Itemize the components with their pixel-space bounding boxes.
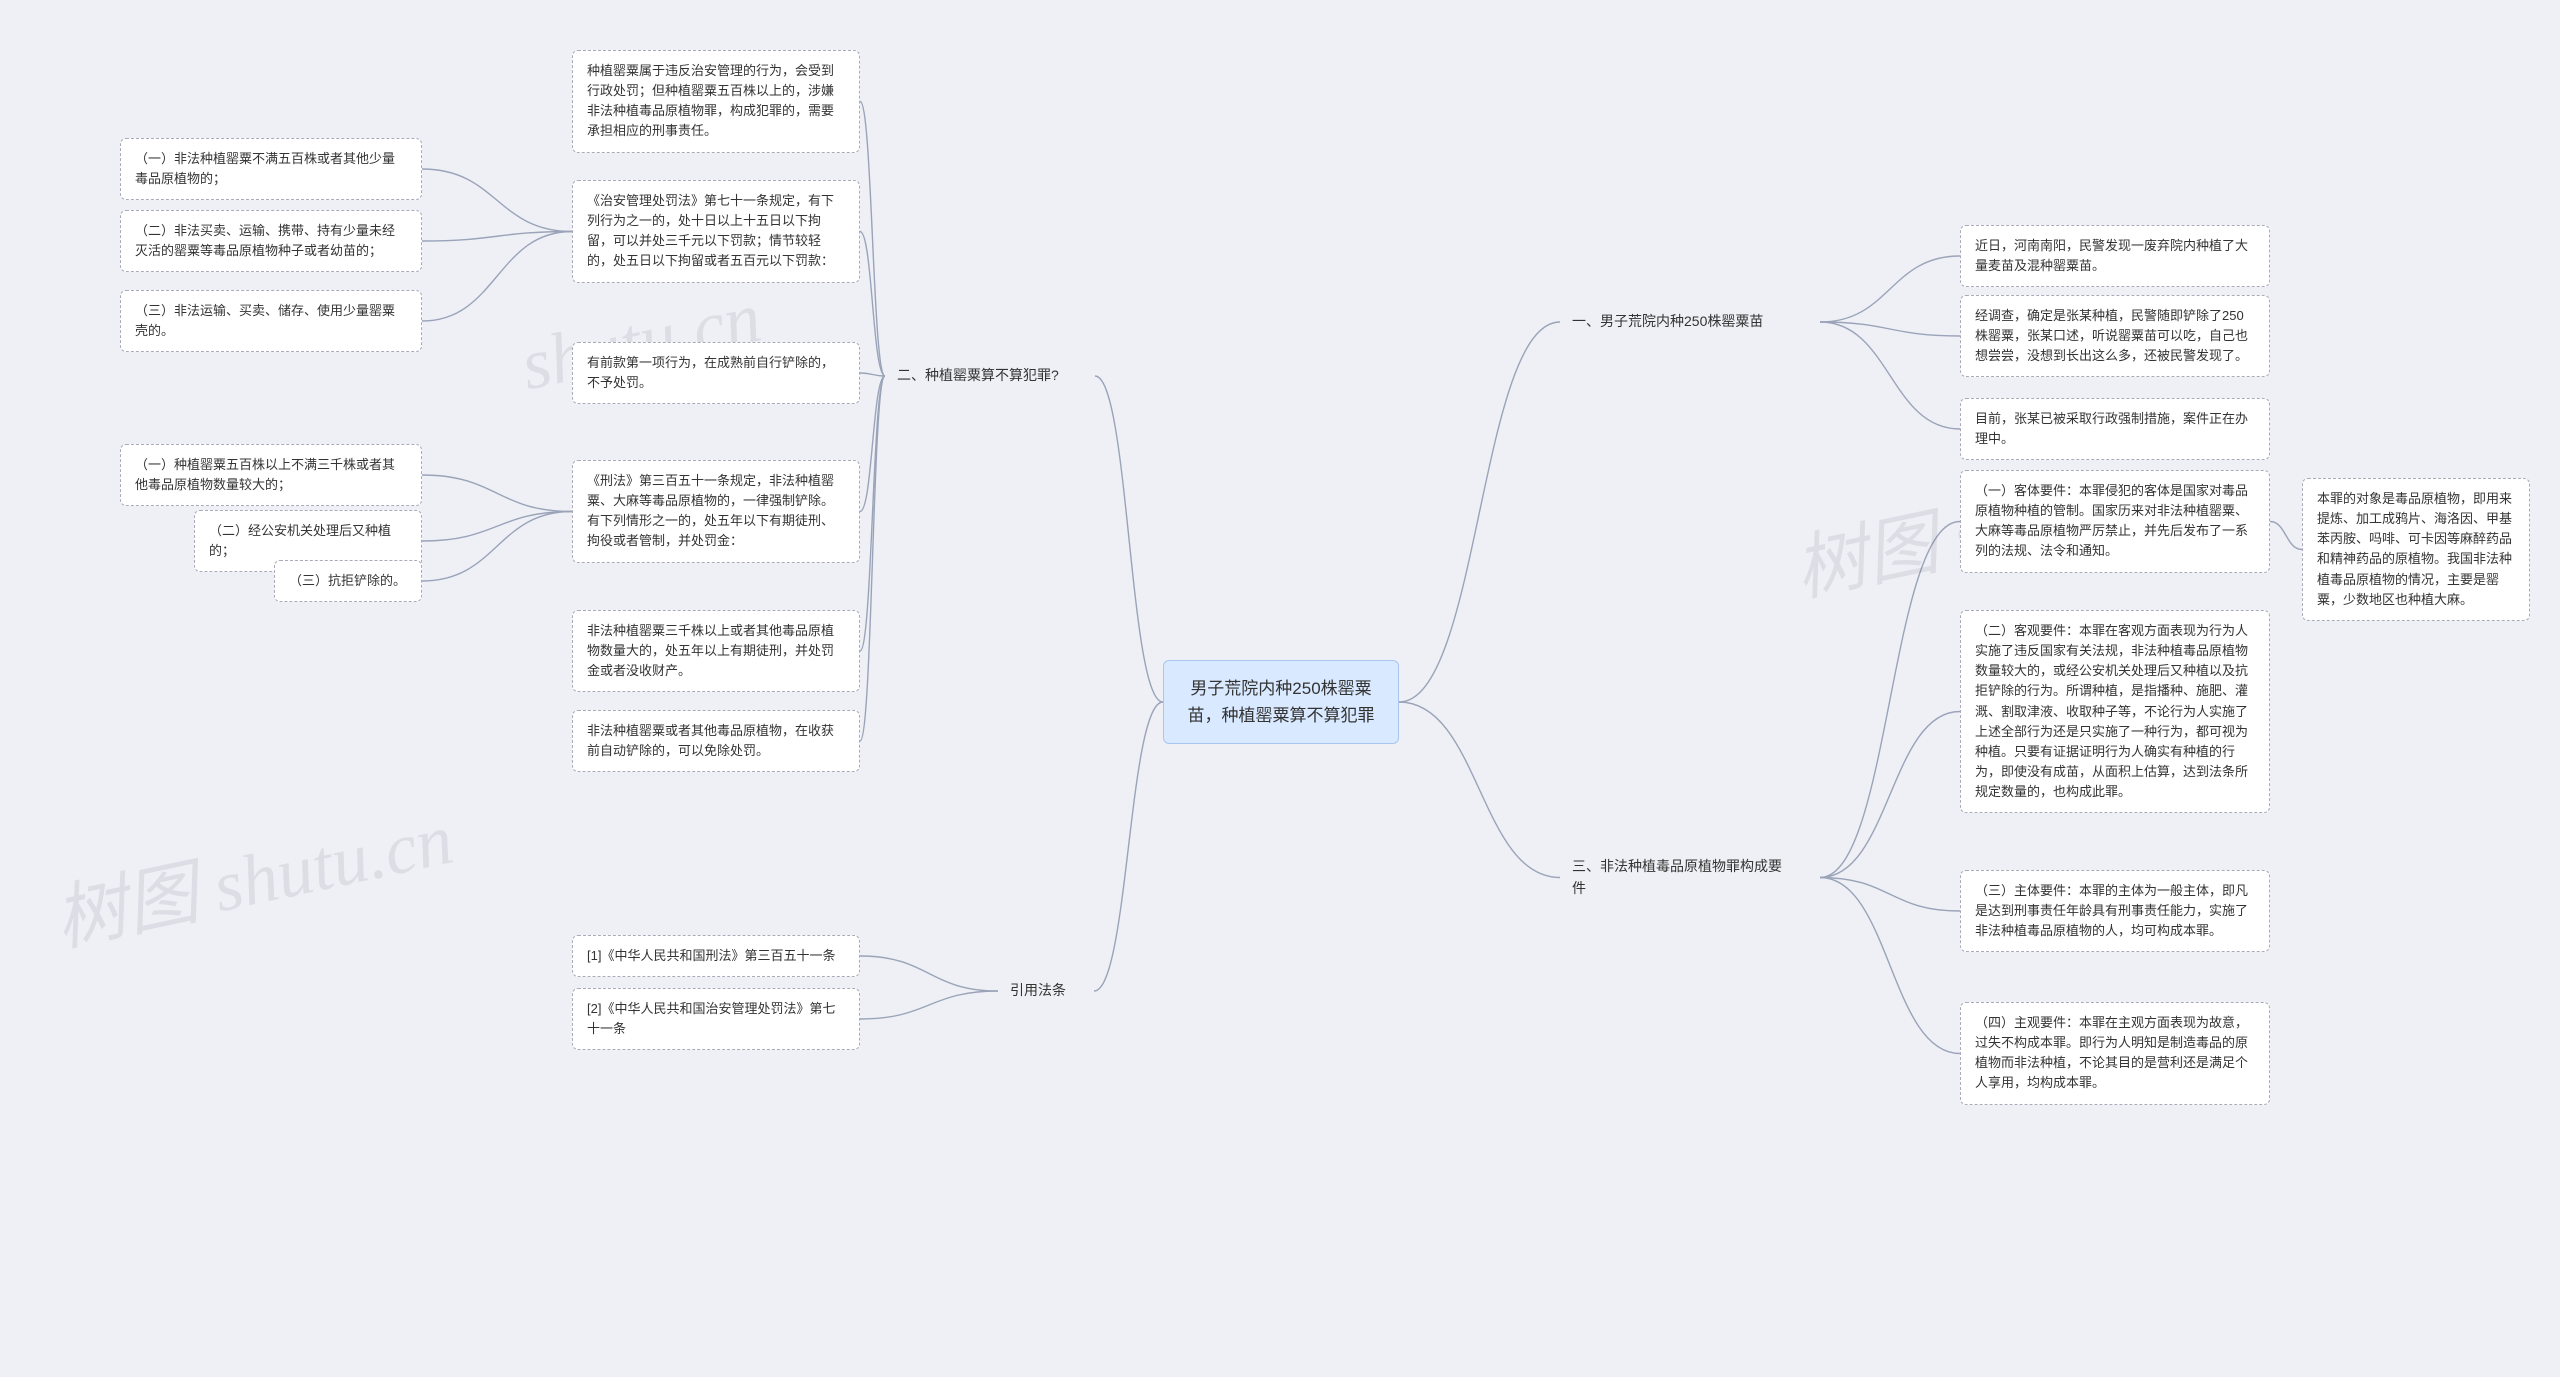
leaf-node[interactable]: （三）抗拒铲除的。 (274, 560, 422, 602)
watermark: 树图 shutu.cn (43, 779, 460, 966)
edge (1820, 322, 1960, 336)
leaf-node[interactable]: [1]《中华人民共和国刑法》第三百五十一条 (572, 935, 860, 977)
edge (1399, 322, 1560, 702)
branch-node[interactable]: 引用法条 (998, 972, 1094, 1010)
mindmap-canvas: 树图 shutu.cnshutu.cn树图 shutu.cnn男子荒院内种250… (0, 0, 2560, 1377)
edge (1820, 256, 1960, 322)
edge (1095, 376, 1163, 702)
edge (860, 376, 885, 741)
leaf-node[interactable]: （三）主体要件：本罪的主体为一般主体，即凡是达到刑事责任年龄具有刑事责任能力，实… (1960, 870, 2270, 952)
edge (2270, 522, 2302, 550)
leaf-node[interactable]: （三）非法运输、买卖、储存、使用少量罂粟壳的。 (120, 290, 422, 352)
edge (422, 232, 572, 322)
edge (860, 102, 885, 377)
edge (860, 376, 885, 512)
edge (1820, 878, 1960, 1054)
leaf-node[interactable]: 有前款第一项行为，在成熟前自行铲除的，不予处罚。 (572, 342, 860, 404)
leaf-node[interactable]: （一）客体要件：本罪侵犯的客体是国家对毒品原植物种植的管制。国家历来对非法种植罂… (1960, 470, 2270, 573)
edge (1399, 702, 1560, 878)
edge (1820, 712, 1960, 878)
edge (860, 376, 885, 651)
edge (1820, 522, 1960, 878)
leaf-node[interactable]: 种植罂粟属于违反治安管理的行为，会受到行政处罚；但种植罂粟五百株以上的，涉嫌非法… (572, 50, 860, 153)
edge (1094, 702, 1163, 991)
leaf-node[interactable]: （一）种植罂粟五百株以上不满三千株或者其他毒品原植物数量较大的； (120, 444, 422, 506)
root-node[interactable]: 男子荒院内种250株罂粟苗，种植罂粟算不算犯罪 (1163, 660, 1399, 744)
leaf-node[interactable]: （一）非法种植罂粟不满五百株或者其他少量毒品原植物的； (120, 138, 422, 200)
edge (860, 956, 998, 991)
edge (860, 232, 885, 377)
edge (860, 991, 998, 1019)
watermark: n (842, 1347, 894, 1377)
leaf-node[interactable]: （二）客观要件：本罪在客观方面表现为行为人实施了违反国家有关法规，非法种植毒品原… (1960, 610, 2270, 813)
edge (422, 169, 572, 232)
branch-node[interactable]: 三、非法种植毒品原植物罪构成要件 (1560, 848, 1820, 907)
leaf-node[interactable]: 非法种植罂粟三千株以上或者其他毒品原植物数量大的，处五年以上有期徒刑，并处罚金或… (572, 610, 860, 692)
leaf-node[interactable]: 非法种植罂粟或者其他毒品原植物，在收获前自动铲除的，可以免除处罚。 (572, 710, 860, 772)
leaf-node[interactable]: 近日，河南南阳，民警发现一废弃院内种植了大量麦苗及混种罂粟苗。 (1960, 225, 2270, 287)
leaf-node[interactable]: 经调查，确定是张某种植，民警随即铲除了250株罂粟，张某口述，听说罂粟苗可以吃，… (1960, 295, 2270, 377)
leaf-node[interactable]: 本罪的对象是毒品原植物，即用来提炼、加工成鸦片、海洛因、甲基苯丙胺、吗啡、可卡因… (2302, 478, 2530, 621)
leaf-node[interactable]: 《治安管理处罚法》第七十一条规定，有下列行为之一的，处十日以上十五日以下拘留，可… (572, 180, 860, 283)
leaf-node[interactable]: （二）非法买卖、运输、携带、持有少量未经灭活的罂粟等毒品原植物种子或者幼苗的； (120, 210, 422, 272)
edge (422, 232, 572, 242)
leaf-node[interactable]: （四）主观要件：本罪在主观方面表现为故意，过失不构成本罪。即行为人明知是制造毒品… (1960, 1002, 2270, 1105)
edge (422, 475, 572, 512)
leaf-node[interactable]: 《刑法》第三百五十一条规定，非法种植罂粟、大麻等毒品原植物的，一律强制铲除。有下… (572, 460, 860, 563)
branch-node[interactable]: 二、种植罂粟算不算犯罪? (885, 357, 1095, 395)
leaf-node[interactable]: [2]《中华人民共和国治安管理处罚法》第七十一条 (572, 988, 860, 1050)
edge (422, 512, 572, 542)
edge (1820, 322, 1960, 429)
edge (860, 373, 885, 376)
edge (422, 512, 572, 582)
branch-node[interactable]: 一、男子荒院内种250株罂粟苗 (1560, 303, 1820, 341)
edge (1820, 878, 1960, 912)
leaf-node[interactable]: 目前，张某已被采取行政强制措施，案件正在办理中。 (1960, 398, 2270, 460)
